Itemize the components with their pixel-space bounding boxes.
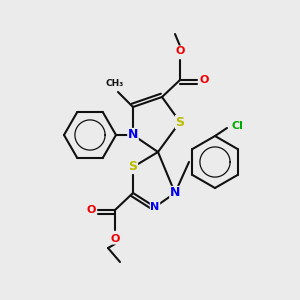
Text: S: S: [176, 116, 184, 128]
Text: O: O: [199, 75, 209, 85]
Text: O: O: [86, 205, 96, 215]
Text: N: N: [150, 202, 160, 212]
Text: N: N: [128, 128, 138, 142]
Text: N: N: [170, 187, 180, 200]
Text: CH₃: CH₃: [106, 80, 124, 88]
Text: S: S: [128, 160, 137, 173]
Text: O: O: [110, 234, 120, 244]
Text: O: O: [175, 46, 185, 56]
Text: Cl: Cl: [231, 121, 243, 131]
